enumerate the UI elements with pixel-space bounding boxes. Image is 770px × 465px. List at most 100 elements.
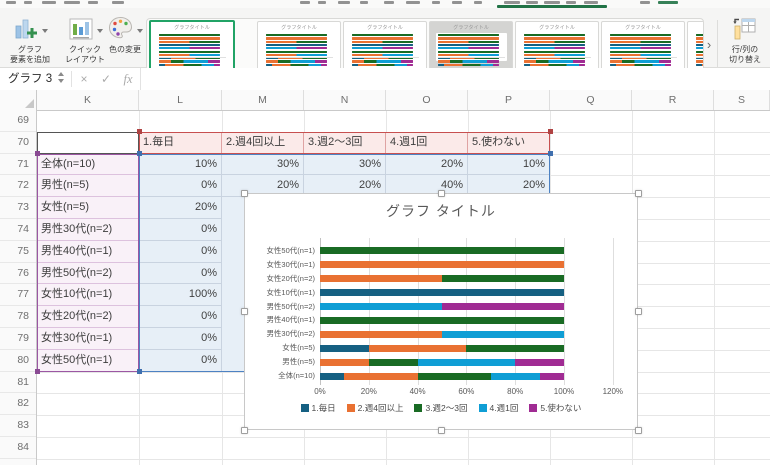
add-chart-element-button[interactable]: グラフ 要素を追加 (2, 17, 58, 64)
chart-style-thumbnail[interactable]: グラフタイトル (343, 21, 427, 70)
range-fill-handle[interactable] (34, 369, 40, 375)
bar-segment[interactable] (442, 330, 564, 338)
value-cell[interactable]: 0% (139, 262, 222, 285)
column-header-O[interactable]: O (386, 90, 468, 110)
value-cell[interactable]: 20% (139, 197, 222, 219)
row-header-80[interactable]: 80 (0, 350, 36, 372)
table-header-cell[interactable]: 5.使わない (472, 135, 526, 148)
chart-resize-handle[interactable] (437, 426, 445, 434)
row-header-76[interactable]: 76 (0, 263, 36, 285)
value-cell[interactable]: 100% (139, 284, 222, 307)
row-header-72[interactable]: 72 (0, 175, 36, 198)
value-cell[interactable]: 0% (139, 306, 222, 328)
row-label-cell[interactable]: 女性50代(n=1) (41, 353, 113, 366)
bar-segment[interactable] (368, 358, 418, 366)
column-header-N[interactable]: N (304, 90, 386, 110)
legend-item[interactable]: 4.週1回 (478, 402, 518, 414)
name-box-stepper[interactable] (58, 72, 67, 86)
chart-style-thumbnail[interactable]: グラフタイトル (149, 20, 235, 71)
row-header-78[interactable]: 78 (0, 306, 36, 328)
row-label-cell[interactable]: 男性(n=5) (37, 175, 139, 198)
chart-style-thumbnail[interactable]: グラフタイトル (257, 21, 341, 70)
chart-title[interactable]: グラフ タイトル (386, 203, 496, 219)
value-cell[interactable]: 10% (139, 153, 222, 176)
row-header-83[interactable]: 83 (0, 415, 36, 437)
range-fill-handle[interactable] (136, 369, 142, 375)
row-header-82[interactable]: 82 (0, 393, 36, 416)
chart-resize-handle[interactable] (634, 308, 642, 315)
bar-segment[interactable] (320, 372, 345, 380)
bar-segment[interactable] (490, 372, 540, 380)
table-header-cell[interactable]: 2.週4回以上 (222, 131, 304, 154)
range-fill-handle[interactable] (547, 129, 553, 135)
ribbon-tab-strip[interactable] (0, 0, 770, 8)
row-label-cell[interactable]: 全体(n=10) (37, 154, 139, 176)
row-header-69[interactable]: 69 (0, 110, 36, 132)
change-colors-button[interactable]: 色の変更 (104, 16, 146, 55)
bar-segment[interactable] (320, 289, 564, 297)
bar-segment[interactable] (320, 316, 564, 324)
column-header-S[interactable]: S (714, 90, 770, 110)
legend-item[interactable]: 2.週4回以上 (346, 402, 403, 414)
row-header-79[interactable]: 79 (0, 328, 36, 350)
row-header-74[interactable]: 74 (0, 219, 36, 241)
bar-segment[interactable] (344, 372, 418, 380)
column-header-K[interactable]: K (37, 90, 139, 110)
chart-resize-handle[interactable] (634, 189, 642, 197)
value-cell[interactable]: 0% (139, 328, 222, 350)
chart-resize-handle[interactable] (634, 426, 642, 434)
table-header-cell[interactable]: 1.毎日 (139, 131, 222, 154)
value-cell[interactable]: 20% (386, 153, 468, 176)
value-cell[interactable]: 0% (139, 349, 222, 372)
bar-segment[interactable] (417, 358, 516, 366)
row-header-70[interactable]: 70 (0, 132, 36, 154)
row-header-75[interactable]: 75 (0, 241, 36, 263)
formula-input[interactable] (140, 68, 770, 90)
value-cell[interactable]: 0% (139, 240, 222, 263)
switch-row-column-button[interactable]: 行/列の 切り替え (721, 17, 769, 64)
enter-button[interactable]: ✓ (100, 72, 112, 86)
range-fill-handle[interactable] (547, 151, 553, 157)
legend-item[interactable]: 5.使わない (529, 402, 581, 414)
row-label-cell[interactable]: 女性20代(n=2) (37, 306, 139, 328)
bar-segment[interactable] (417, 372, 491, 380)
row-header-71[interactable]: 71 (0, 154, 36, 176)
legend-item[interactable]: 3.週2〜3回 (414, 402, 468, 414)
chart-style-thumbnail[interactable]: グラフタイトル (515, 21, 599, 70)
chart-style-thumbnail[interactable]: グラフタイトル (687, 21, 703, 70)
bar-segment[interactable] (320, 261, 564, 269)
chart-legend[interactable]: 1.毎日 2.週4回以上 3.週2〜3回 4.週1回 5.使わない (245, 402, 637, 414)
row-label-cell[interactable]: 女性30代(n=1) (37, 328, 139, 350)
embedded-chart[interactable]: グラフ タイトル 0% 20% 40% 60% 80% 100% 120% 女性50代(n=1… (244, 193, 638, 430)
quick-layout-button[interactable]: クイック レイアウト (58, 17, 112, 64)
row-label-cell[interactable]: 男性40代(n=1) (37, 241, 139, 263)
value-cell[interactable]: 0% (139, 219, 222, 241)
range-fill-handle[interactable] (34, 151, 40, 157)
chart-resize-handle[interactable] (437, 189, 445, 197)
column-header-L[interactable]: L (139, 90, 222, 110)
bar-segment[interactable] (320, 247, 564, 255)
column-header-Q[interactable]: Q (550, 90, 632, 110)
insert-function-button[interactable]: fx (123, 72, 133, 86)
row-label-cell[interactable]: 男性50代(n=2) (37, 263, 139, 285)
row-header-73[interactable]: 73 (0, 197, 36, 219)
row-label-cell[interactable]: 女性(n=5) (37, 197, 139, 219)
value-cell[interactable]: 10% (468, 153, 550, 176)
bar-segment[interactable] (320, 303, 442, 311)
row-label-cell[interactable]: 男性30代(n=2) (37, 219, 139, 241)
row-headers[interactable]: 69 70 71 72 73 74 75 76 77 78 79 80 81 82 83 84 (0, 110, 37, 465)
select-all-corner[interactable] (0, 90, 37, 110)
value-cell[interactable]: 30% (222, 153, 304, 176)
range-fill-handle[interactable] (136, 129, 142, 135)
column-header-P[interactable]: P (468, 90, 550, 110)
chart-style-thumbnail[interactable]: グラフタイトル (601, 21, 685, 70)
bar-segment[interactable] (320, 275, 442, 283)
legend-item[interactable]: 1.毎日 (300, 402, 336, 414)
bar-segment[interactable] (515, 358, 564, 366)
row-header-77[interactable]: 77 (0, 284, 36, 307)
bar-segment[interactable] (539, 372, 564, 380)
table-header-cell[interactable]: 3.週2〜3回 (304, 131, 386, 154)
row-label-cell[interactable]: 女性10代(n=1) (37, 284, 139, 307)
